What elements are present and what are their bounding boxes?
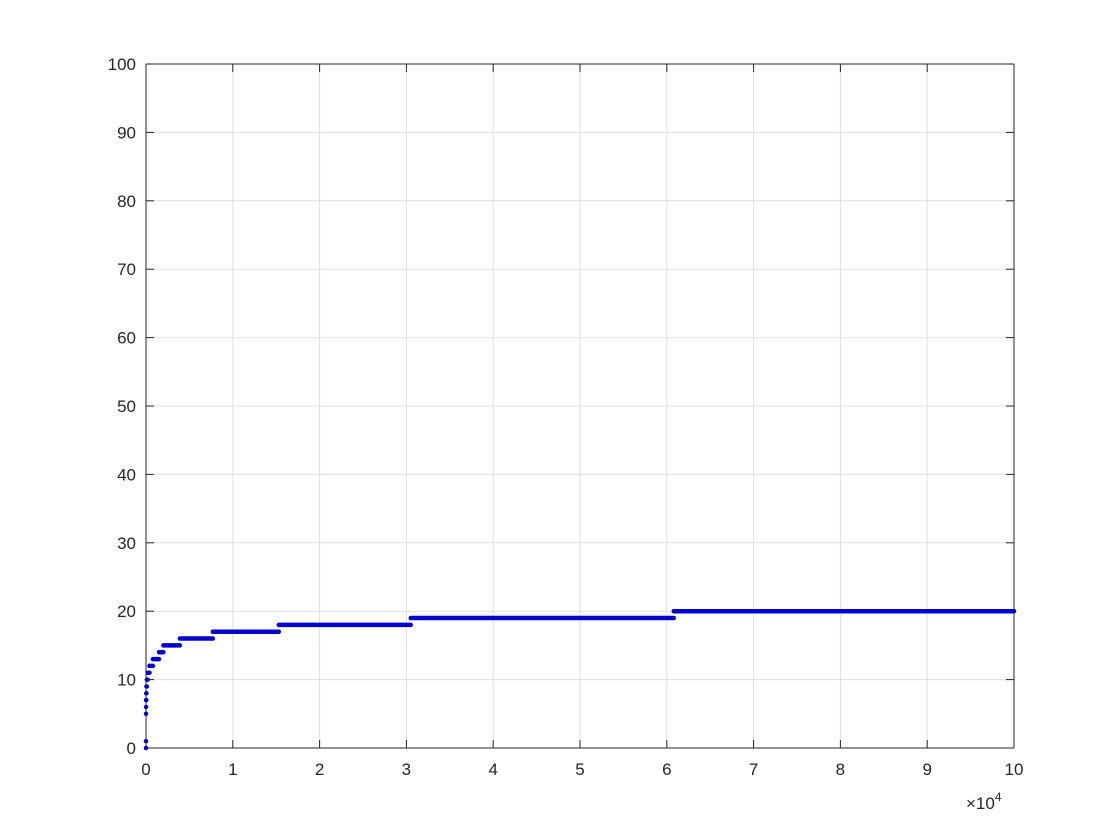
plot-area <box>143 608 1017 751</box>
x-exponent-label: ×104 <box>966 790 1002 813</box>
y-tick-label-5: 50 <box>117 397 136 416</box>
y-tick-label-1: 10 <box>117 671 136 690</box>
x-tick-label-4: 4 <box>488 760 497 779</box>
x-tick-label-10: 10 <box>1005 760 1024 779</box>
x-tick-label-1: 1 <box>228 760 237 779</box>
y-tick-label-0: 0 <box>127 739 136 758</box>
x-tick-label-9: 9 <box>922 760 931 779</box>
y-tick-labels: 0 10 20 30 40 50 60 70 80 90 100 <box>108 55 136 758</box>
x-tick-label-8: 8 <box>836 760 845 779</box>
x-tick-labels: 0 1 2 3 4 5 6 7 8 9 10 <box>141 760 1023 779</box>
x-tick-label-6: 6 <box>662 760 671 779</box>
y-tick-label-6: 60 <box>117 329 136 348</box>
x-exponent-times: ×10 <box>966 794 995 813</box>
y-tick-label-7: 70 <box>117 260 136 279</box>
x-tick-label-3: 3 <box>402 760 411 779</box>
x-exponent-power: 4 <box>995 790 1002 804</box>
y-tick-label-2: 20 <box>117 602 136 621</box>
y-tick-label-10: 100 <box>108 55 136 74</box>
x-tick-label-5: 5 <box>575 760 584 779</box>
y-tick-label-3: 30 <box>117 534 136 553</box>
ticks <box>145 63 1015 749</box>
y-tick-label-8: 80 <box>117 192 136 211</box>
y-tick-label-9: 90 <box>117 123 136 142</box>
y-tick-label-4: 40 <box>117 465 136 484</box>
x-tick-label-2: 2 <box>315 760 324 779</box>
x-tick-label-0: 0 <box>141 760 150 779</box>
x-tick-label-7: 7 <box>749 760 758 779</box>
